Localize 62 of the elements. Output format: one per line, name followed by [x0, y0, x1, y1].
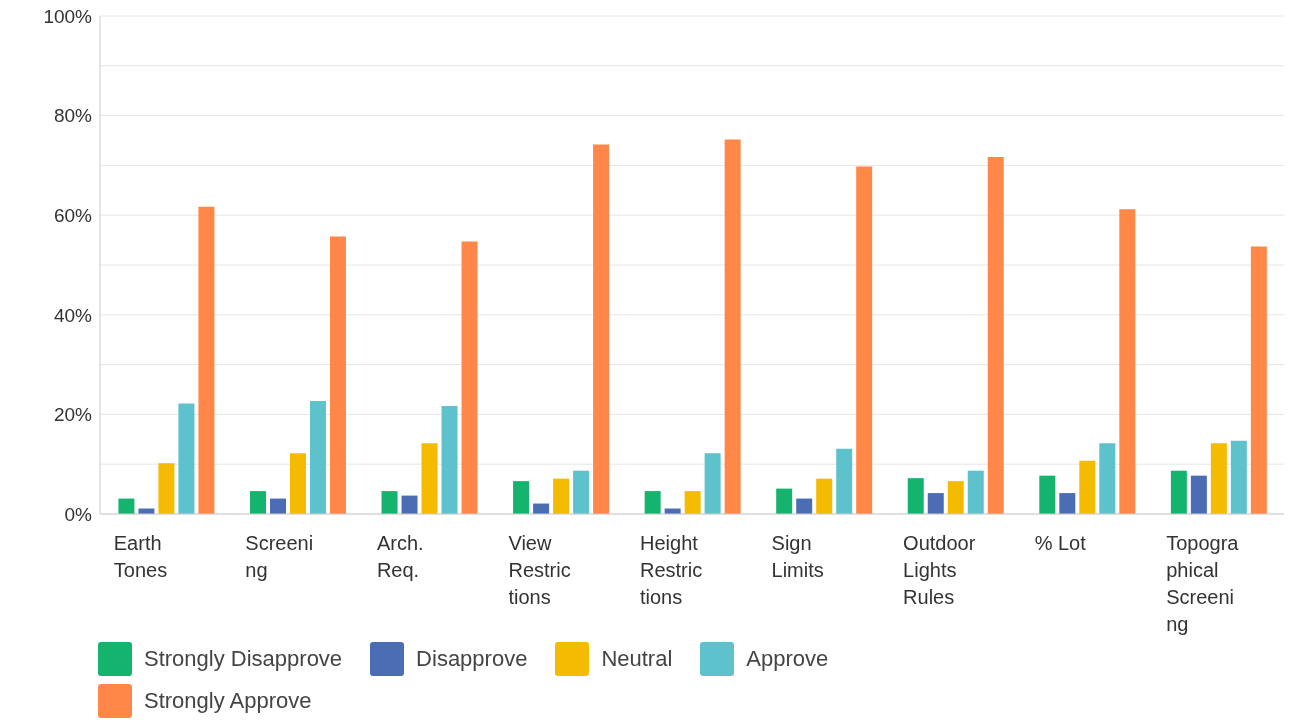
- x-tick-label: Sign Limits: [771, 532, 824, 581]
- bar: [967, 470, 984, 514]
- bar: [1190, 475, 1207, 514]
- bar: [796, 498, 813, 514]
- x-tick-label: Topographical Screening: [1166, 532, 1240, 635]
- legend-label: Disapprove: [416, 646, 528, 672]
- bar: [776, 488, 793, 514]
- bar: [644, 491, 661, 514]
- legend-label: Neutral: [601, 646, 673, 672]
- bar: [269, 498, 286, 514]
- bar: [178, 403, 195, 514]
- y-tick-label: 60%: [53, 204, 93, 226]
- y-tick-label: 40%: [53, 304, 93, 326]
- bar: [573, 470, 590, 514]
- bar: [461, 241, 478, 514]
- bar: [1230, 440, 1247, 514]
- legend-label: Approve: [746, 646, 829, 672]
- bar: [441, 405, 458, 514]
- bar: [158, 463, 175, 514]
- bar: [1170, 470, 1187, 514]
- y-tick-label: 20%: [53, 404, 93, 426]
- bar: [1210, 443, 1227, 514]
- bar: [289, 453, 306, 514]
- bar: [593, 144, 610, 514]
- x-tick-label: Arch. Req.: [376, 532, 424, 581]
- bar: [987, 156, 1004, 514]
- bar: [329, 236, 346, 514]
- x-tick-label: % Lot: [1034, 532, 1087, 554]
- legend-label: Strongly Approve: [144, 688, 312, 714]
- y-tick-label: 100%: [43, 5, 93, 27]
- bar: [907, 478, 924, 514]
- legend-label: Strongly Disapprove: [144, 646, 343, 672]
- bar: [198, 206, 215, 514]
- bar: [836, 448, 853, 514]
- bar: [724, 139, 741, 514]
- bar: [816, 478, 833, 514]
- bar: [553, 478, 570, 514]
- bar: [856, 166, 873, 514]
- bar: [927, 493, 944, 514]
- bar: [1119, 209, 1136, 514]
- bar: [1059, 493, 1076, 514]
- bar: [513, 481, 530, 514]
- bar: [1099, 443, 1116, 514]
- x-tick-label: Outdoor Lights Rules: [903, 532, 976, 608]
- bar: [118, 498, 135, 514]
- bar: [704, 453, 721, 514]
- bar: [947, 481, 964, 514]
- x-tick-label: View Restrictions: [508, 532, 571, 608]
- y-tick-label: 80%: [53, 105, 93, 127]
- bar: [684, 491, 701, 514]
- x-tick-label: Earth Tones: [113, 532, 168, 581]
- bar: [1250, 246, 1267, 514]
- bar: [309, 400, 326, 514]
- bar: [1039, 475, 1056, 514]
- bar: [421, 443, 438, 514]
- y-tick-label: 0%: [64, 503, 93, 525]
- bar: [401, 495, 418, 514]
- bar: [1079, 460, 1096, 514]
- x-tick-label: Height Restrictions: [640, 532, 703, 608]
- bar: [381, 491, 398, 514]
- bar: [249, 491, 266, 514]
- x-tick-label: Screening: [245, 532, 314, 581]
